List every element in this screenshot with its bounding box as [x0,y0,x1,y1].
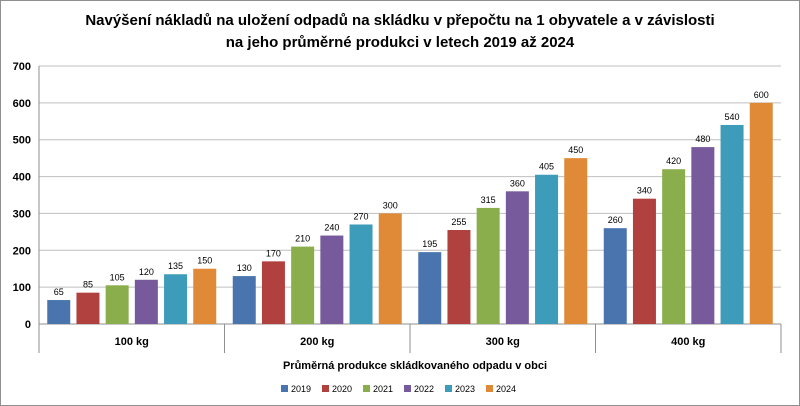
data-label: 260 [608,215,623,225]
data-label: 405 [539,162,554,172]
legend-swatch [363,385,370,392]
bar [662,169,686,324]
bar [535,174,559,324]
gridlines [39,65,781,288]
y-tick-label: 100 [13,282,31,294]
axes [38,66,782,353]
legend-swatch [404,385,411,392]
bar [76,292,100,324]
data-label: 270 [354,211,369,221]
data-label: 420 [666,156,681,166]
bar [632,198,656,324]
data-label: 195 [422,239,437,249]
bar [603,228,627,324]
data-label: 300 [383,200,398,210]
x-axis-title: Průměrná produkce skládkovaného odpadu v… [283,360,547,372]
data-label: 210 [295,234,310,244]
bar [105,285,129,324]
x-tick-label: 200 kg [300,336,334,348]
bar [476,207,500,324]
legend-label: 2022 [414,384,434,394]
data-label: 120 [139,267,154,277]
chart-title-line-2: na jeho průměrné produkci v letech 2019 … [226,34,575,51]
x-tick-label: 400 kg [671,336,705,348]
data-label: 360 [510,178,525,188]
data-labels: 65 85 105 120 135 150 130 170 210 240 270 300 195 255… [54,90,769,297]
y-tick-label: 200 [13,245,31,257]
bar [749,102,773,324]
bar [291,246,315,324]
y-tick-label: 0 [25,319,31,331]
data-label: 240 [324,223,339,233]
data-label: 150 [197,256,212,266]
data-label: 65 [54,287,64,297]
bars [47,102,773,324]
bar [232,276,256,324]
bar [47,300,71,324]
bar [564,158,588,324]
legend-swatch [281,385,288,392]
bar [193,268,217,324]
chart-title-line-1: Navýšení nákladů na uložení odpadů na sk… [85,12,714,29]
data-label: 135 [168,261,183,271]
y-tick-label: 400 [13,172,31,184]
data-label: 450 [568,145,583,155]
y-tick-label: 300 [13,208,31,220]
bar [261,261,285,324]
bar [349,224,373,324]
legend-label: 2023 [455,384,475,394]
bar [378,213,402,324]
y-tick-label: 500 [13,135,31,147]
data-label: 130 [237,263,252,273]
x-tick-label: 300 kg [486,336,520,348]
tick-labels: 0 100 200 300 400 500 600 700 100 kg 200 kg 300 kg… [13,61,706,348]
bar [505,191,529,324]
data-label: 105 [110,272,125,282]
data-label: 540 [725,112,740,122]
bar [164,274,188,324]
data-label: 340 [637,186,652,196]
data-label: 85 [83,280,93,290]
legend-swatch [322,385,329,392]
data-label: 170 [266,248,281,258]
data-label: 315 [481,195,496,205]
bar [418,252,442,324]
legend: 2019 2020 2021 2022 2023 2024 [281,384,516,394]
legend-label: 2020 [332,384,352,394]
y-tick-label: 600 [13,98,31,110]
legend-swatch [486,385,493,392]
data-label: 480 [695,134,710,144]
legend-label: 2024 [496,384,516,394]
legend-label: 2021 [373,384,393,394]
bar [134,279,158,324]
bar [691,147,715,324]
legend-swatch [445,385,452,392]
bar [320,235,344,324]
x-tick-label: 100 kg [115,336,149,348]
bar [447,230,471,324]
data-label: 255 [451,217,466,227]
bar [720,124,744,324]
data-label: 600 [754,90,769,100]
legend-label: 2019 [291,384,311,394]
y-tick-label: 700 [13,61,31,73]
